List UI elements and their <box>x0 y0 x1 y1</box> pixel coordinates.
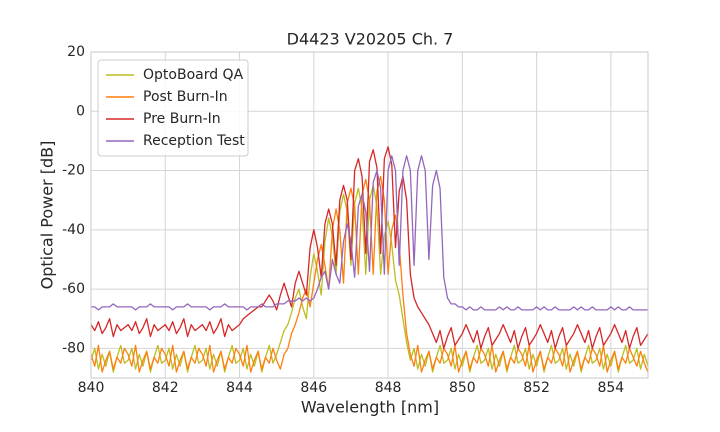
legend-label: OptoBoard QA <box>143 67 244 83</box>
y-tick-label: -40 <box>62 222 85 238</box>
plot-frame <box>90 51 649 379</box>
x-tick-label: 850 <box>449 380 476 396</box>
x-tick-label: 842 <box>152 380 179 396</box>
series-line <box>91 146 648 350</box>
y-tick-label: 0 <box>76 103 85 119</box>
legend-label: Reception Test <box>143 133 245 149</box>
x-tick-label: 840 <box>78 380 105 396</box>
y-tick-label: -80 <box>62 340 85 356</box>
legend-label: Pre Burn-In <box>143 111 221 127</box>
chart-title: D4423 V20205 Ch. 7 <box>287 30 454 49</box>
y-tick-label: 20 <box>67 44 85 60</box>
x-tick-label: 844 <box>226 380 253 396</box>
y-tick-label: -60 <box>62 281 85 297</box>
series-line <box>91 155 648 311</box>
legend-label: Post Burn-In <box>143 89 228 105</box>
y-axis-label: Optical Power [dB] <box>38 141 57 290</box>
x-tick-label: 848 <box>375 380 402 396</box>
x-tick-label: 846 <box>300 380 327 396</box>
x-axis-label: Wavelength [nm] <box>301 398 439 417</box>
x-tick-label: 854 <box>597 380 624 396</box>
y-tick-label: -20 <box>62 163 85 179</box>
x-tick-label: 852 <box>523 380 550 396</box>
legend-box <box>97 59 249 157</box>
